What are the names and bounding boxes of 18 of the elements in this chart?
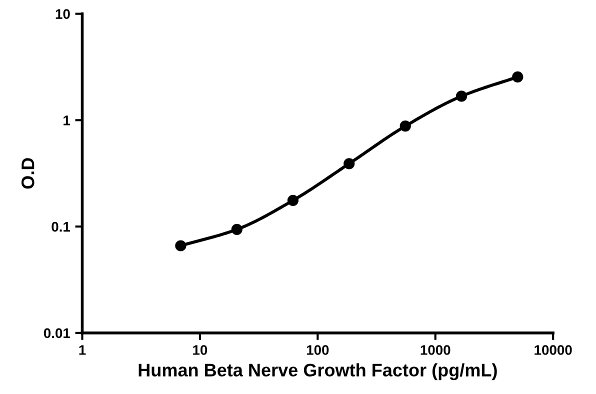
- point: [175, 240, 186, 252]
- x-tick-label: 10000: [534, 345, 572, 355]
- x-tick-label: 1: [79, 345, 86, 355]
- y-tick-label: 0.01: [44, 328, 70, 338]
- x-tick-label: 100: [306, 345, 329, 355]
- point: [512, 71, 524, 82]
- point: [231, 224, 242, 235]
- point: [456, 90, 468, 102]
- point: [400, 120, 411, 132]
- y-tick-label: 1: [64, 116, 70, 126]
- x-tick-label: 1000: [420, 345, 450, 355]
- x-axis-title: Human Beta Nerve Growth Factor (pg/mL): [138, 363, 497, 380]
- point: [287, 194, 299, 206]
- point: [344, 158, 355, 170]
- y-tick-label: 0.1: [52, 222, 70, 232]
- x-tick-label: 10: [193, 345, 208, 355]
- y-tick-label: 10: [56, 9, 70, 19]
- y-axis-title: O.D: [22, 158, 34, 189]
